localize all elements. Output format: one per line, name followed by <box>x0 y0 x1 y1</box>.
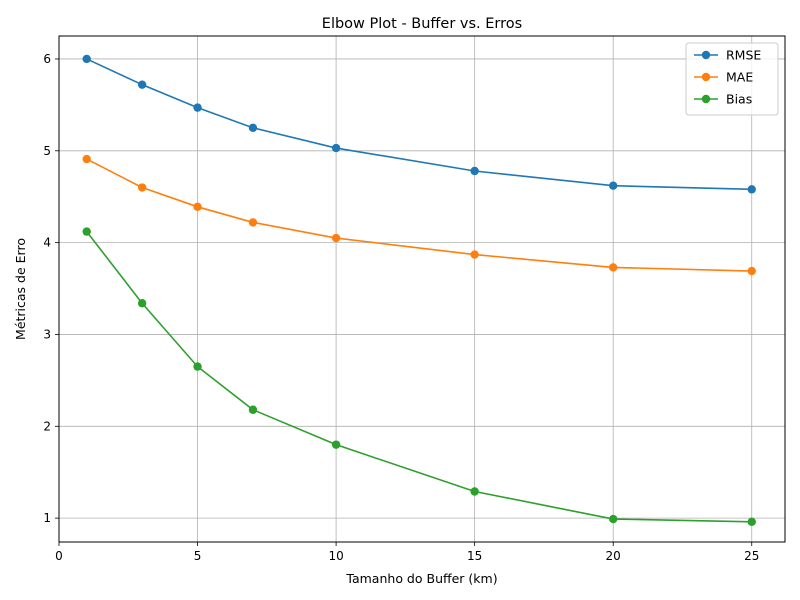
rmse-point <box>248 123 258 133</box>
mae-point <box>82 154 91 164</box>
rmse-point <box>137 80 147 89</box>
bias-point <box>193 362 202 371</box>
y-tick-label: 4 <box>43 236 51 250</box>
y-tick-label: 1 <box>43 511 51 525</box>
x-tick-label: 0 <box>55 549 63 563</box>
y-axis-ticks: 1 2 3 4 5 6 <box>43 52 59 525</box>
mae-point <box>193 202 202 212</box>
mae-point <box>248 218 258 227</box>
y-tick-label: 3 <box>43 327 51 341</box>
rmse-point <box>470 166 479 176</box>
bias-point <box>82 227 91 236</box>
rmse-point <box>747 185 756 194</box>
rmse-point <box>82 54 91 64</box>
bias-point <box>248 405 258 414</box>
x-tick-label: 25 <box>744 549 759 563</box>
legend-label-bias: Bias <box>726 92 752 107</box>
rmse-line <box>86 58 752 191</box>
mae-point <box>747 266 756 276</box>
rmse-point <box>608 181 618 190</box>
x-axis-ticks: 0 5 10 15 20 25 <box>55 542 759 563</box>
legend-marker-mae <box>701 72 711 82</box>
y-tick-label: 2 <box>43 419 51 433</box>
legend-marker-bias <box>701 94 711 104</box>
bias-line <box>86 231 752 523</box>
y-tick-label: 5 <box>43 144 51 158</box>
rmse-point <box>331 143 341 153</box>
bias-point <box>608 514 618 524</box>
mae-line <box>86 158 752 272</box>
mae-point <box>470 250 479 259</box>
chart-title: Elbow Plot - Buffer vs. Erros <box>322 16 522 32</box>
x-axis-label: Tamanho do Buffer (km) <box>345 571 497 586</box>
x-tick-label: 5 <box>194 549 202 563</box>
bias-point <box>747 517 756 526</box>
legend-label-mae: MAE <box>726 70 753 85</box>
bias-point <box>470 487 479 496</box>
x-tick-label: 10 <box>328 549 343 563</box>
y-axis-label: Métricas de Erro <box>13 238 28 340</box>
bias-point <box>137 299 147 308</box>
grid-lines <box>58 36 785 542</box>
plot-frame <box>58 35 786 543</box>
mae-point <box>331 233 341 243</box>
mae-point <box>608 263 618 272</box>
y-tick-label: 6 <box>43 52 51 66</box>
legend-label-rmse: RMSE <box>726 48 761 63</box>
bias-point <box>331 440 341 449</box>
legend: RMSE MAE Bias <box>685 42 779 116</box>
x-tick-label: 15 <box>467 549 482 563</box>
legend-marker-rmse <box>701 50 711 60</box>
rmse-point <box>193 103 202 112</box>
x-tick-label: 20 <box>606 549 621 563</box>
series-group <box>82 54 756 526</box>
mae-point <box>137 183 147 192</box>
